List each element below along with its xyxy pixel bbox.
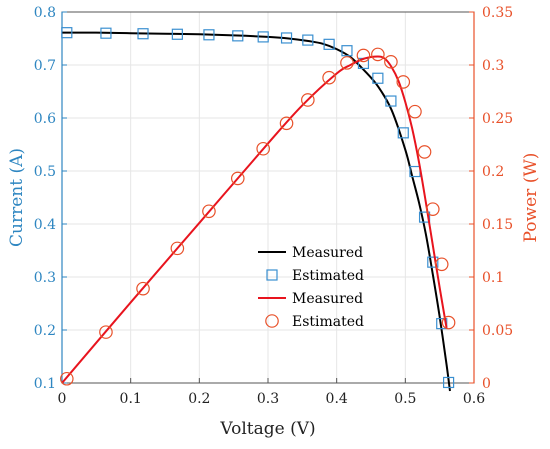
estimated-power-marker bbox=[322, 70, 336, 85]
x-tick-label: 0.4 bbox=[326, 391, 348, 407]
y-left-tick-label: 0.1 bbox=[34, 376, 56, 392]
estimated-power-marker bbox=[408, 104, 422, 119]
estimated-current-marker bbox=[427, 256, 439, 268]
estimated-power-marker bbox=[202, 204, 216, 219]
estimated-current-marker bbox=[442, 376, 455, 389]
estimated-power-marker bbox=[384, 55, 398, 69]
estimated-power-marker bbox=[279, 116, 294, 131]
estimated-current-marker bbox=[397, 127, 409, 139]
y-left-tick-label: 0.4 bbox=[34, 217, 56, 233]
y-right-tick-label: 0.25 bbox=[482, 111, 513, 127]
estimated-power-marker bbox=[60, 371, 74, 386]
estimated-power-marker bbox=[434, 257, 449, 272]
ticks: 0 0.1 0.2 0.3 0.4 0.5 0.60.10.20.30.40.50.60.7… bbox=[34, 5, 513, 407]
grid bbox=[61, 11, 475, 384]
y-right-tick-label: 0.3 bbox=[482, 58, 504, 74]
x-tick-label: 0.3 bbox=[257, 391, 279, 407]
estimated-current-marker bbox=[257, 31, 269, 43]
estimated-current-marker bbox=[100, 27, 112, 39]
series-measured-power bbox=[61, 55, 448, 384]
estimated-current-marker bbox=[171, 28, 183, 40]
y-right-tick-label: 0.1 bbox=[482, 270, 504, 286]
y-right-tick-label: 0.15 bbox=[482, 217, 513, 233]
estimated-power-marker bbox=[356, 48, 371, 63]
x-tick-label: 0.1 bbox=[120, 391, 142, 407]
x-tick-label: 0.2 bbox=[188, 391, 210, 407]
estimated-current-marker bbox=[302, 34, 314, 46]
legend-item-measured-current: Measured bbox=[258, 245, 363, 261]
y-right-tick-label: 0.2 bbox=[482, 164, 504, 180]
estimated-current-marker bbox=[323, 38, 335, 50]
estimated-current-marker bbox=[385, 95, 397, 107]
estimated-power-marker bbox=[230, 171, 245, 186]
series-estimated-power bbox=[60, 47, 456, 386]
legend: Measured Estimated Measured Estimated bbox=[258, 245, 364, 330]
estimated-current-marker bbox=[137, 28, 149, 40]
y-left-tick-label: 0.8 bbox=[34, 5, 56, 21]
y-right-axis-title: Power (W) bbox=[521, 153, 541, 243]
y-left-tick-label: 0.3 bbox=[34, 270, 56, 286]
legend-label: Estimated bbox=[292, 314, 364, 330]
estimated-current-marker bbox=[280, 32, 293, 44]
x-tick-label: 0 bbox=[58, 391, 67, 407]
y-left-tick-label: 0.7 bbox=[34, 58, 56, 74]
measured-power-line bbox=[61, 55, 448, 384]
series-estimated-current bbox=[61, 27, 455, 389]
legend-swatch bbox=[265, 314, 279, 328]
estimated-power-marker bbox=[340, 56, 354, 70]
measured-current-line bbox=[61, 31, 451, 392]
estimated-current-marker bbox=[61, 27, 73, 39]
estimated-current-marker bbox=[372, 72, 384, 84]
estimated-power-marker bbox=[441, 315, 456, 330]
estimated-power-marker bbox=[301, 93, 315, 107]
x-axis-title: Voltage (V) bbox=[219, 419, 315, 439]
estimated-power-marker bbox=[417, 145, 432, 159]
series bbox=[60, 27, 456, 392]
y-left-tick-label: 0.6 bbox=[34, 111, 56, 127]
estimated-current-marker bbox=[232, 30, 244, 42]
x-tick-label: 0.5 bbox=[394, 391, 416, 407]
estimated-current-marker bbox=[203, 29, 215, 41]
legend-label: Measured bbox=[292, 245, 363, 261]
estimated-power-marker bbox=[256, 141, 270, 156]
estimated-power-marker bbox=[136, 281, 150, 296]
series-measured-current bbox=[61, 31, 451, 392]
y-right-tick-label: 0.05 bbox=[482, 323, 513, 339]
legend-swatch bbox=[266, 269, 278, 281]
y-right-tick-label: 0.35 bbox=[482, 5, 513, 21]
estimated-power-marker bbox=[396, 75, 411, 89]
legend-label: Measured bbox=[292, 291, 363, 307]
estimated-power-marker bbox=[371, 47, 385, 62]
legend-item-estimated-power: Estimated bbox=[265, 314, 364, 330]
estimated-current-marker bbox=[418, 211, 431, 223]
x-tick-label: 0.6 bbox=[463, 391, 485, 407]
legend-label: Estimated bbox=[292, 268, 364, 284]
y-left-axis-title: Current (A) bbox=[7, 148, 27, 247]
y-left-tick-label: 0.2 bbox=[34, 323, 56, 339]
estimated-power-marker bbox=[425, 202, 440, 216]
estimated-power-marker bbox=[170, 241, 185, 256]
estimated-current-marker bbox=[341, 45, 353, 57]
legend-item-estimated-current: Estimated bbox=[266, 268, 364, 284]
y-right-tick-label: 0 bbox=[482, 376, 491, 392]
legend-item-measured-power: Measured bbox=[258, 291, 363, 307]
estimated-power-marker bbox=[99, 325, 113, 339]
y-left-tick-label: 0.5 bbox=[34, 164, 56, 180]
